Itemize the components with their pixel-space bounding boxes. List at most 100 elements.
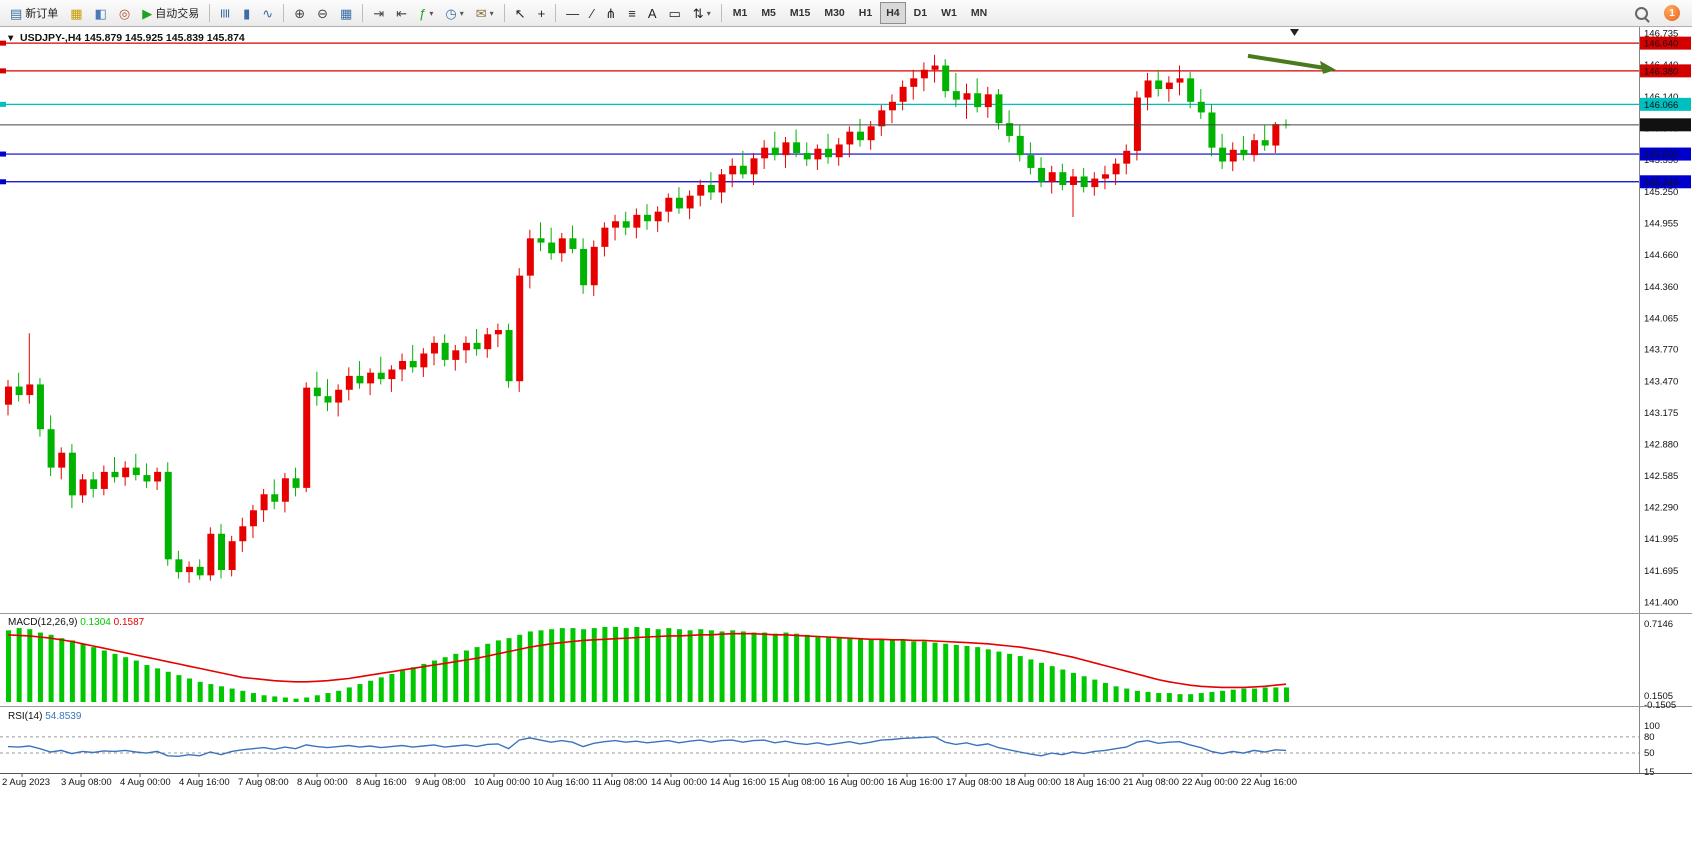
tf-m15-button[interactable]: M15: [784, 2, 816, 24]
zoom-out-button[interactable]: ⊖: [312, 2, 333, 24]
tile-windows-icon: ▦: [340, 5, 353, 21]
price-axis-label: 145.250: [1644, 187, 1678, 198]
price-axis-label: 144.065: [1644, 313, 1678, 324]
levels-layer[interactable]: [0, 40, 1639, 185]
level-anchor-icon: [0, 101, 6, 107]
new-order-button[interactable]: ▤ 新订单: [5, 2, 63, 24]
chart-shift-button[interactable]: ⇤: [391, 2, 412, 24]
price-tag-145.340: [1640, 175, 1691, 189]
candles-layer: [5, 54, 1290, 583]
arrows-tool-icon: ⇅: [692, 5, 704, 21]
label-tool-button[interactable]: ▭: [664, 2, 686, 24]
zoom-out-icon: ⊖: [317, 5, 329, 21]
price-tag-145.874: [1640, 118, 1691, 132]
bar-marker-icon: [1290, 29, 1299, 36]
macd-signal-line: [7, 632, 1287, 689]
time-axis-label: 10 Aug 00:00: [474, 777, 530, 788]
caret-down-icon: ▾: [459, 8, 464, 18]
candlestick-chart-icon: ▮: [243, 5, 251, 21]
indicators-button[interactable]: ƒ ▾: [414, 2, 438, 24]
indicators-icon: ƒ: [419, 5, 427, 21]
macd-layer: [6, 626, 1289, 702]
price-axis[interactable]: 146.735146.440146.140145.845145.550145.2…: [1644, 29, 1678, 609]
rsi-axis-label: 80: [1644, 732, 1655, 743]
fibonacci-button[interactable]: ≡: [623, 2, 641, 24]
search-button[interactable]: [1630, 2, 1653, 24]
macd-axis-mid: 0.1505: [1644, 691, 1673, 702]
tf-w1-button[interactable]: W1: [935, 2, 963, 24]
zoom-in-button[interactable]: ⊕: [289, 2, 310, 24]
price-axis-label: 141.995: [1644, 534, 1678, 545]
time-axis[interactable]: 2 Aug 2023 3 Aug 08:00 4 Aug 00:00 4 Aug 16…: [2, 773, 1297, 789]
chart-shift-icon: ⇤: [396, 5, 408, 21]
crosshair-button[interactable]: +: [533, 2, 551, 24]
auto-trading-button-label: 自动交易: [155, 8, 200, 20]
time-axis-label: 14 Aug 00:00: [651, 777, 707, 788]
rsi-label: RSI(14) 54.8539: [8, 711, 82, 722]
pitchfork-icon: ⋔: [605, 5, 617, 21]
time-axis-label: 7 Aug 08:00: [238, 777, 289, 788]
line-chart-button[interactable]: ∿: [257, 2, 278, 24]
tf-m30-button[interactable]: M30: [818, 2, 850, 24]
tf-h4-button[interactable]: H4: [880, 2, 906, 24]
drawn-arrow[interactable]: [1247, 53, 1325, 70]
arrows-tool-button[interactable]: ⇅ ▾: [688, 2, 716, 24]
time-axis-label: 14 Aug 16:00: [710, 777, 766, 788]
pitchfork-button[interactable]: ⋔: [600, 2, 621, 24]
caret-down-icon: ▾: [429, 8, 434, 18]
rsi-axis-label: 100: [1644, 721, 1660, 732]
time-axis-label: 2 Aug 2023: [2, 777, 50, 788]
tile-windows-button[interactable]: ▦: [335, 2, 357, 24]
price-axis-label: 144.955: [1644, 218, 1678, 229]
hline-button[interactable]: —: [561, 2, 584, 24]
periods-button[interactable]: ◷ ▾: [440, 2, 468, 24]
price-tag-146.380: [1640, 64, 1691, 78]
data-window-button[interactable]: ◎: [114, 2, 135, 24]
price-tag-label: 146.066: [1644, 100, 1678, 111]
time-axis-label: 17 Aug 08:00: [946, 777, 1002, 788]
template-icon: ✉: [475, 5, 487, 21]
time-axis-label: 10 Aug 16:00: [533, 777, 589, 788]
time-axis-label: 15 Aug 08:00: [769, 777, 825, 788]
chart-area[interactable]: 146.735146.440146.140145.845145.550145.2…: [0, 27, 1692, 856]
time-axis-label: 18 Aug 16:00: [1064, 777, 1120, 788]
time-axis-label: 16 Aug 16:00: [887, 777, 943, 788]
auto-trading-button[interactable]: ▶ 自动交易: [137, 2, 204, 24]
new-order-button-label: 新订单: [25, 8, 59, 20]
tf-mn-button[interactable]: MN: [965, 2, 993, 24]
trendline-button[interactable]: ∕: [586, 2, 598, 24]
search-icon: [1635, 6, 1648, 20]
time-axis-label: 8 Aug 16:00: [356, 777, 407, 788]
clock-icon: ◷: [445, 5, 457, 21]
cursor-button[interactable]: ↖: [510, 2, 531, 24]
toolbar-separator: [362, 4, 364, 22]
tf-m5-button[interactable]: M5: [755, 2, 782, 24]
caret-down-icon: ▾: [489, 8, 494, 18]
auto-scroll-button[interactable]: ⇥: [368, 2, 389, 24]
text-tool-button[interactable]: A: [643, 2, 662, 24]
rsi-line: [7, 736, 1287, 758]
price-axis-label: 146.140: [1644, 92, 1678, 103]
price-axis-label: 142.585: [1644, 471, 1678, 482]
bar-chart-button[interactable]: ≣: [215, 2, 236, 24]
zoom-in-icon: ⊕: [294, 5, 306, 21]
price-tag-146.640: [1640, 36, 1691, 50]
price-axis-label: 144.660: [1644, 250, 1678, 261]
time-axis-label: 4 Aug 16:00: [179, 777, 230, 788]
time-axis-label: 22 Aug 00:00: [1182, 777, 1238, 788]
tf-h1-button[interactable]: H1: [853, 2, 878, 24]
charts-button[interactable]: ▦: [65, 2, 87, 24]
price-chart[interactable]: 146.735146.440146.140145.845145.550145.2…: [0, 27, 1692, 856]
price-tag-label: 145.600: [1644, 150, 1678, 161]
notification-badge[interactable]: 1: [1664, 5, 1680, 21]
templates-button[interactable]: ✉ ▾: [471, 2, 499, 24]
tf-m1-button[interactable]: M1: [727, 2, 754, 24]
candlestick-chart-button[interactable]: ▮: [238, 2, 255, 24]
toolbar-separator: [503, 4, 505, 22]
market-watch-button[interactable]: ◧: [90, 2, 112, 24]
one-click-toggle[interactable]: ▼: [6, 33, 15, 44]
price-axis-label: 141.400: [1644, 598, 1678, 609]
label-tool-icon: ▭: [668, 5, 681, 21]
tf-d1-button[interactable]: D1: [908, 2, 933, 24]
time-axis-label: 4 Aug 00:00: [120, 777, 171, 788]
